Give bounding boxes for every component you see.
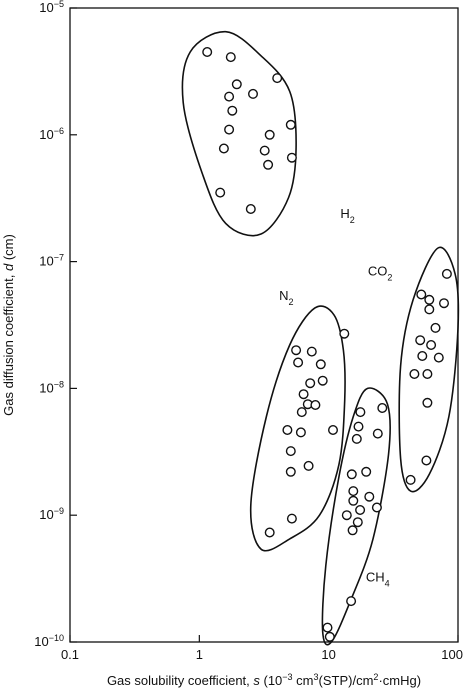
x-tick-label-2: 10 <box>321 647 335 662</box>
point-ch4-5 <box>346 469 357 480</box>
envelope-ch4 <box>321 387 392 646</box>
point-co2-0 <box>441 268 452 279</box>
point-h2-4 <box>247 88 258 99</box>
point-ch4-14 <box>347 525 358 536</box>
label-ch4: CH4 <box>366 570 390 589</box>
y-tick-label-0: 10−10 <box>34 633 64 649</box>
point-ch4-8 <box>348 495 359 506</box>
y-tick-label-5: 10−5 <box>39 0 64 15</box>
point-co2-10 <box>409 369 420 380</box>
y-tick-label-2: 10−8 <box>39 379 64 395</box>
y-axis-label: Gas diffusion coefficient, d (cm) <box>1 234 16 416</box>
point-h2-3 <box>224 91 235 102</box>
point-n2-6 <box>305 378 316 389</box>
point-n2-10 <box>310 400 321 411</box>
point-ch4-7 <box>348 486 359 497</box>
point-h2-14 <box>215 187 226 198</box>
point-ch4-12 <box>355 505 366 516</box>
label-co2: CO2 <box>368 263 393 282</box>
point-co2-6 <box>415 335 426 346</box>
point-co2-11 <box>422 369 433 380</box>
point-ch4-0 <box>355 407 366 418</box>
point-ch4-6 <box>361 466 372 477</box>
point-co2-5 <box>430 322 441 333</box>
point-ch4-9 <box>364 491 375 502</box>
point-ch4-2 <box>353 421 364 432</box>
point-h2-12 <box>263 159 274 170</box>
y-tick-label-1: 10−9 <box>39 506 64 522</box>
point-co2-8 <box>417 351 428 362</box>
envelope-h2 <box>181 30 297 237</box>
plot-area-border <box>69 7 459 643</box>
group-labels: H2 N2 CH4 CO2 <box>279 206 392 588</box>
y-tick-label-4: 10−6 <box>39 126 64 142</box>
envelope-co2 <box>398 246 460 493</box>
point-n2-9 <box>296 407 307 418</box>
point-ch4-1 <box>377 403 388 414</box>
point-n2-12 <box>295 427 306 438</box>
point-co2-13 <box>421 455 432 466</box>
point-h2-10 <box>218 143 229 154</box>
point-ch4-17 <box>324 631 335 642</box>
x-tick-label-1: 1 <box>196 647 203 662</box>
x-axis-ticks: 0.1 1 10 100 <box>61 635 463 662</box>
point-h2-6 <box>227 105 238 116</box>
point-n2-5 <box>317 375 328 386</box>
point-n2-13 <box>328 425 339 436</box>
plot-frame <box>69 7 459 643</box>
envelope-n2 <box>249 305 346 552</box>
point-h2-15 <box>245 203 256 214</box>
point-n2-1 <box>306 346 317 357</box>
point-ch4-16 <box>322 622 333 633</box>
point-ch4-3 <box>372 428 383 439</box>
point-co2-1 <box>416 289 427 300</box>
point-co2-9 <box>433 352 444 363</box>
point-co2-2 <box>424 294 435 305</box>
point-co2-7 <box>426 340 437 351</box>
point-co2-12 <box>422 397 433 408</box>
point-h2-8 <box>264 129 275 140</box>
point-n2-4 <box>293 357 304 368</box>
label-h2: H2 <box>340 206 354 225</box>
point-h2-0 <box>202 47 213 58</box>
point-n2-14 <box>285 446 296 457</box>
point-h2-13 <box>286 152 297 163</box>
point-h2-7 <box>224 124 235 135</box>
point-h2-9 <box>285 119 296 130</box>
point-co2-4 <box>424 304 435 315</box>
point-co2-3 <box>439 298 450 309</box>
y-tick-label-3: 10−7 <box>39 253 64 269</box>
point-ch4-15 <box>346 596 357 607</box>
x-axis-label: Gas solubility coefficient, s (10−3 cm3(… <box>107 672 421 688</box>
group-envelopes <box>181 30 460 646</box>
point-n2-3 <box>315 359 326 370</box>
point-n2-18 <box>264 527 275 538</box>
point-h2-5 <box>272 73 283 84</box>
data-points <box>202 47 452 642</box>
point-h2-1 <box>225 52 236 63</box>
point-ch4-10 <box>341 510 352 521</box>
point-n2-15 <box>303 460 314 471</box>
point-co2-14 <box>405 474 416 485</box>
point-ch4-13 <box>352 517 363 528</box>
point-ch4-4 <box>351 433 362 444</box>
label-n2: N2 <box>279 288 293 307</box>
point-h2-2 <box>231 79 242 90</box>
point-n2-7 <box>298 389 309 400</box>
point-n2-16 <box>285 466 296 477</box>
x-tick-label-0: 0.1 <box>61 647 79 662</box>
x-tick-label-3: 100 <box>441 647 463 662</box>
y-axis-ticks: 10−10 10−9 10−8 10−7 10−6 10−5 <box>34 0 77 649</box>
point-h2-11 <box>259 145 270 156</box>
point-n2-2 <box>339 328 350 339</box>
point-n2-11 <box>282 425 293 436</box>
point-n2-0 <box>291 345 302 356</box>
point-n2-17 <box>286 513 297 524</box>
point-ch4-11 <box>371 502 382 513</box>
